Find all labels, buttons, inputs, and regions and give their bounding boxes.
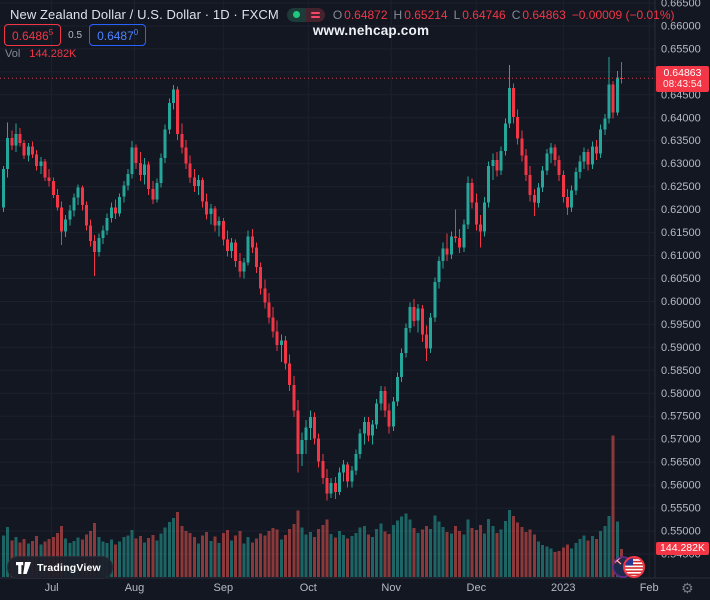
current-price-value: 0.64863 (663, 67, 702, 79)
time-tick-label: Jul (45, 582, 59, 594)
high-value: 0.65214 (404, 7, 448, 22)
change-value: −0.00009 (−0.01%) (571, 7, 675, 22)
price-tick-label: 0.64500 (661, 89, 701, 101)
ohlc-values: O 0.64872 H 0.65214 L 0.64746 C 0.64863 −0.0… (333, 8, 675, 22)
price-tick-label: 0.55500 (661, 503, 701, 515)
nzd-usd-flags-icon (612, 556, 645, 578)
price-tick-label: 0.64000 (661, 112, 701, 124)
current-price-label: 0.64863 08:43:54 (656, 66, 709, 92)
price-tick-label: 0.58000 (661, 388, 701, 400)
market-status-toggle[interactable] (286, 7, 325, 22)
volume-value: 144.282K (29, 48, 77, 60)
market-open-dot-icon (292, 11, 300, 18)
price-tick-label: 0.58500 (661, 365, 701, 377)
time-tick-label: Oct (300, 582, 317, 594)
price-tick-label: 0.62500 (661, 181, 701, 193)
price-tick-label: 0.57000 (661, 434, 701, 446)
low-label: L (453, 7, 461, 22)
price-tick-label: 0.63000 (661, 158, 701, 170)
time-tick-label: Aug (125, 582, 145, 594)
price-tick-label: 0.59000 (661, 342, 701, 354)
time-tick-label: Sep (214, 582, 234, 594)
volume-label: Vol (5, 48, 21, 60)
price-tick-label: 0.62000 (661, 204, 701, 216)
chart-legend: New Zealand Dollar / U.S. Dollar · 1D · … (10, 7, 675, 22)
bar-countdown: 08:43:54 (663, 79, 702, 90)
time-tick-label: 2023 (551, 582, 575, 594)
spread-value: 0.5 (68, 29, 83, 41)
timezone-settings-gear-icon[interactable]: ⚙ (681, 580, 694, 596)
current-volume-label: 144.282K (656, 542, 709, 555)
us-flag-icon (624, 557, 644, 577)
price-tick-label: 0.56000 (661, 480, 701, 492)
price-tick-label: 0.60500 (661, 273, 701, 285)
volume-indicator-row[interactable]: Vol 144.282K (5, 48, 76, 60)
symbol-title[interactable]: New Zealand Dollar / U.S. Dollar · 1D · … (10, 7, 279, 22)
price-tick-label: 0.59500 (661, 319, 701, 331)
tradingview-icon (16, 561, 31, 574)
delayed-data-icon (305, 7, 325, 22)
time-tick-label: Nov (381, 582, 401, 594)
buy-ask-button[interactable]: 0.64870 (89, 24, 147, 46)
price-tick-label: 0.63500 (661, 135, 701, 147)
time-tick-label: Dec (467, 582, 487, 594)
price-tick-label: 0.56500 (661, 457, 701, 469)
open-value: 0.64872 (344, 7, 388, 22)
price-tick-label: 0.61500 (661, 227, 701, 239)
open-label: O (332, 7, 343, 22)
time-tick-label: Feb (640, 582, 659, 594)
tradingview-logo[interactable]: TradingView (7, 556, 113, 579)
price-tick-label: 0.55000 (661, 526, 701, 538)
price-tick-label: 0.66500 (661, 0, 701, 10)
sell-bid-button[interactable]: 0.64865 (4, 24, 62, 46)
low-value: 0.64746 (462, 7, 506, 22)
watermark-text: www.nehcap.com (312, 23, 430, 38)
price-tick-label: 0.61000 (661, 250, 701, 262)
price-tick-label: 0.60000 (661, 296, 701, 308)
price-tick-label: 0.65500 (661, 43, 701, 55)
high-label: H (393, 7, 403, 22)
price-tick-label: 0.57500 (661, 411, 701, 423)
price-tick-label: 0.66000 (661, 21, 701, 33)
close-value: 0.64863 (522, 7, 566, 22)
tradingview-logo-text: TradingView (37, 561, 101, 574)
close-label: C (511, 7, 521, 22)
bid-ask-row: 0.64865 0.5 0.64870 (4, 24, 147, 46)
